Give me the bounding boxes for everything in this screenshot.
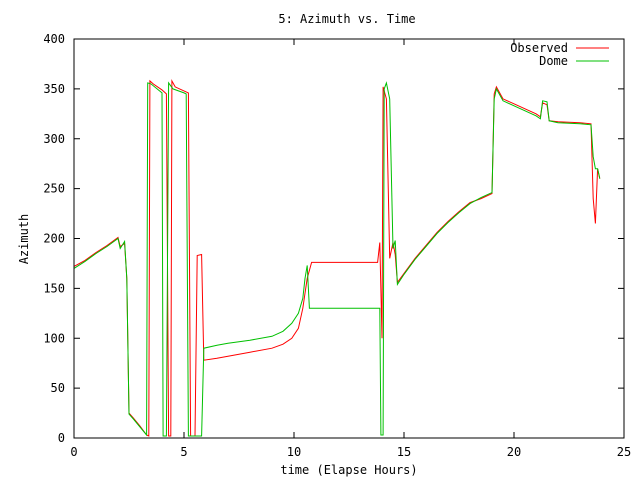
legend-label-observed: Observed [510, 41, 568, 55]
y-axis-label: Azimuth [17, 214, 31, 265]
y-tick-label: 250 [43, 182, 65, 196]
series-lines [73, 78, 601, 437]
y-tick-label: 200 [43, 232, 65, 246]
chart-title: 5: Azimuth vs. Time [278, 12, 415, 26]
x-axis-label: time (Elapse Hours) [280, 463, 417, 477]
series-line-observed [73, 78, 601, 437]
plot-border [73, 38, 625, 439]
y-tick-label: 50 [51, 381, 65, 395]
legend-label-dome: Dome [539, 54, 568, 68]
x-tick-label: 10 [287, 445, 301, 459]
x-tick-label: 25 [617, 445, 631, 459]
y-tick-label: 300 [43, 132, 65, 146]
y-tick-label: 350 [43, 82, 65, 96]
series-line-dome [73, 81, 601, 437]
y-tick-label: 400 [43, 32, 65, 46]
x-tick-label: 5 [180, 445, 187, 459]
axis-ticks: 0 50 100 150 200 250 300 350 400 0 5 10 15 20 25 [43, 32, 631, 459]
y-tick-label: 150 [43, 281, 65, 295]
x-tick-label: 20 [507, 445, 521, 459]
x-tick-label: 0 [70, 445, 77, 459]
x-tick-label: 15 [397, 445, 411, 459]
y-tick-label: 0 [58, 431, 65, 445]
y-tick-label: 100 [43, 331, 65, 345]
